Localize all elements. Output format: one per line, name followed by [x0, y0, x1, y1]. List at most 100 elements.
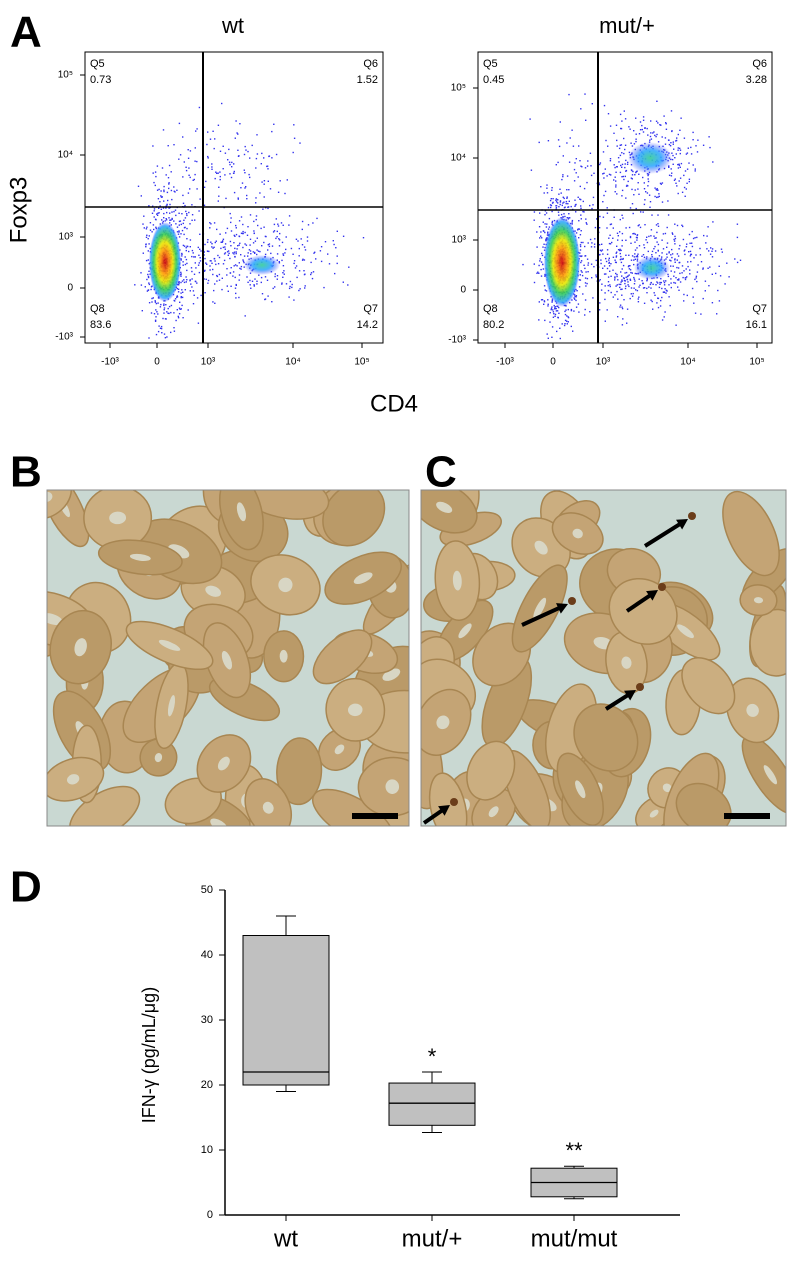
event-dot: [705, 290, 706, 291]
event-dot: [587, 271, 588, 272]
event-dot: [531, 170, 532, 171]
event-dot: [610, 243, 611, 244]
stained-cell: [568, 597, 576, 605]
event-dot: [271, 157, 272, 158]
event-dot: [580, 262, 581, 263]
event-dot: [675, 262, 676, 263]
event-dot: [686, 183, 687, 184]
event-dot: [644, 188, 645, 189]
event-dot: [573, 297, 574, 298]
event-dot: [581, 230, 582, 231]
event-dot: [593, 173, 594, 174]
event-dot: [235, 293, 236, 294]
event-dot: [680, 281, 681, 282]
event-dot: [186, 281, 187, 282]
event-dot: [673, 282, 674, 283]
event-dot: [194, 295, 195, 296]
event-dot: [196, 188, 197, 189]
event-dot: [655, 237, 656, 238]
event-dot: [312, 222, 313, 223]
event-dot: [273, 124, 274, 125]
event-dot: [303, 270, 304, 271]
event-dot: [170, 219, 171, 220]
event-dot: [247, 226, 248, 227]
event-dot: [246, 245, 247, 246]
event-dot: [671, 153, 672, 154]
quadrant-value: 3.28: [746, 74, 767, 86]
event-dot: [658, 193, 659, 194]
event-dot: [200, 260, 201, 261]
event-dot: [556, 306, 557, 307]
event-dot: [165, 318, 166, 319]
event-dot: [585, 255, 586, 256]
event-dot: [688, 148, 689, 149]
event-dot: [178, 230, 179, 231]
event-dot: [665, 280, 666, 281]
event-dot: [223, 168, 224, 169]
event-dot: [676, 153, 677, 154]
x-tick-label: mut/+: [402, 1225, 463, 1252]
event-dot: [615, 180, 616, 181]
event-dot: [650, 235, 651, 236]
event-dot: [546, 184, 547, 185]
event-dot: [634, 143, 635, 144]
event-dot: [626, 185, 627, 186]
event-dot: [204, 271, 205, 272]
event-dot: [304, 259, 305, 260]
event-dot: [175, 320, 176, 321]
event-dot: [245, 146, 246, 147]
event-dot: [616, 252, 617, 253]
stained-cell: [636, 683, 644, 691]
event-dot: [695, 254, 696, 255]
event-dot: [660, 300, 661, 301]
event-dot: [585, 285, 586, 286]
event-dot: [181, 253, 182, 254]
event-dot: [693, 164, 694, 165]
event-dot: [140, 272, 141, 273]
event-dot: [592, 204, 593, 205]
event-dot: [211, 263, 212, 264]
event-dot: [620, 155, 621, 156]
event-dot: [200, 257, 201, 258]
event-dot: [584, 314, 585, 315]
event-dot: [249, 244, 250, 245]
event-dot: [579, 160, 580, 161]
event-dot: [646, 292, 647, 293]
event-dot: [254, 233, 255, 234]
event-dot: [634, 174, 635, 175]
event-dot: [547, 333, 548, 334]
event-dot: [594, 238, 595, 239]
event-dot: [168, 145, 169, 146]
event-dot: [658, 250, 659, 251]
event-dot: [706, 235, 707, 236]
event-dot: [169, 165, 170, 166]
event-dot: [248, 174, 249, 175]
event-dot: [676, 185, 677, 186]
event-dot: [621, 152, 622, 153]
event-dot: [166, 204, 167, 205]
event-dot: [608, 259, 609, 260]
event-dot: [682, 226, 683, 227]
event-dot: [650, 120, 651, 121]
event-dot: [337, 255, 338, 256]
event-dot: [722, 251, 723, 252]
event-dot: [190, 246, 191, 247]
event-dot: [688, 251, 689, 252]
event-dot: [676, 140, 677, 141]
event-dot: [246, 276, 247, 277]
event-dot: [222, 278, 223, 279]
event-dot: [280, 180, 281, 181]
event-dot: [143, 253, 144, 254]
event-dot: [216, 241, 217, 242]
event-dot: [641, 280, 642, 281]
event-dot: [160, 190, 161, 191]
event-dot: [672, 155, 673, 156]
event-dot: [607, 254, 608, 255]
event-dot: [628, 286, 629, 287]
event-dot: [650, 284, 651, 285]
event-dot: [643, 254, 644, 255]
event-dot: [712, 161, 713, 162]
event-dot: [576, 295, 577, 296]
event-dot: [686, 268, 687, 269]
event-dot: [173, 220, 174, 221]
